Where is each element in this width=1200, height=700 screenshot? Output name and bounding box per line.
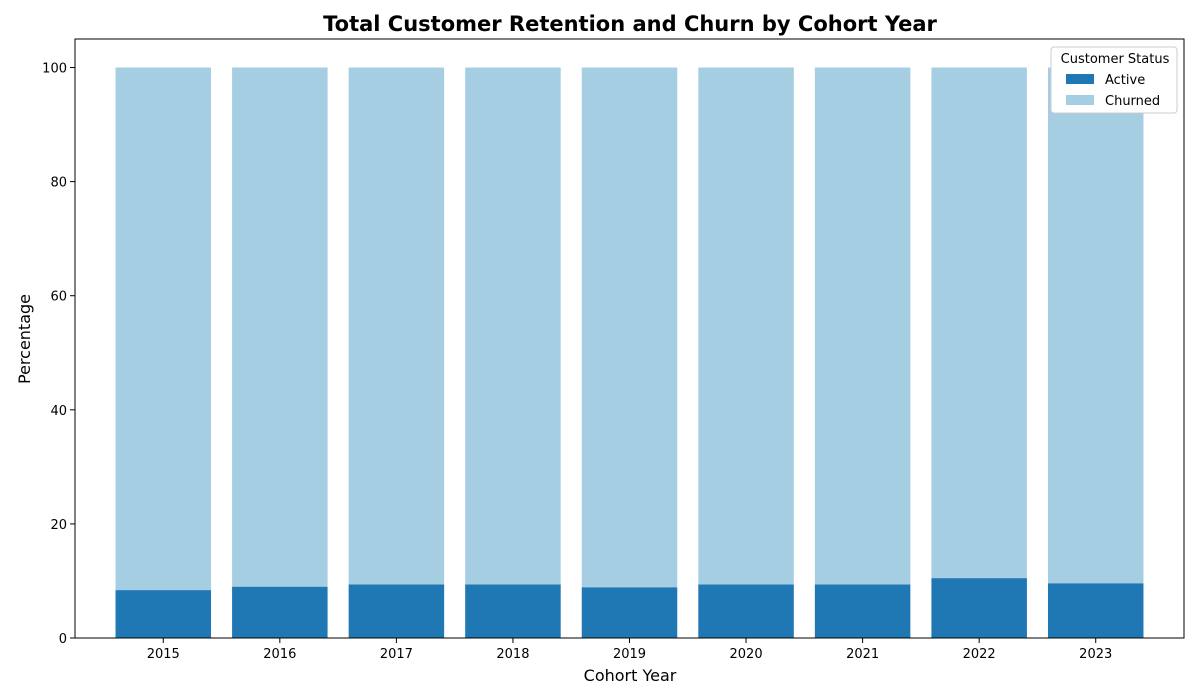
x-tick-label: 2022 [963,647,996,662]
chart-title: Total Customer Retention and Churn by Co… [323,12,937,36]
bar-churned-2016 [232,67,328,587]
bar-churned-2019 [581,67,678,588]
bar-churned-2020 [698,67,794,585]
y-axis: 0 20 40 60 80 100 [42,62,75,647]
y-tick-label: 20 [50,518,67,533]
legend: Customer Status Active Churned [1050,46,1178,114]
bar-churned-2018 [465,67,561,585]
x-tick-label: 2016 [263,647,296,662]
x-tick-label: 2017 [380,647,413,662]
bars-group [115,67,1144,638]
bar-churned-2021 [814,67,911,585]
bar-churned-2022 [931,67,1027,579]
plot-frame [74,38,1185,639]
x-tick-label: 2023 [1079,647,1112,662]
bar-active-2022 [931,578,1027,638]
bar-churned-2023 [1047,67,1144,584]
legend-label-active: Active [1105,73,1145,88]
x-axis: 2015 2016 2017 2018 2019 2020 2021 2022 2023 [147,638,1112,662]
x-tick-label: 2018 [496,647,529,662]
y-tick-label: 0 [59,632,67,647]
legend-title: Customer Status [1061,52,1170,67]
y-tick-label: 60 [50,290,67,305]
bar-churned-2015 [115,67,212,591]
bar-active-2017 [348,584,445,638]
y-axis-label: Percentage [15,294,34,384]
y-tick-label: 80 [50,176,67,191]
bar-active-2019 [581,587,678,638]
bar-active-2015 [115,590,212,638]
legend-label-churned: Churned [1105,94,1160,109]
x-tick-label: 2020 [730,647,763,662]
bar-active-2023 [1047,583,1144,638]
x-tick-label: 2021 [846,647,879,662]
bar-active-2021 [814,584,911,638]
legend-swatch-churned [1066,95,1094,105]
bar-churned-2017 [348,67,445,585]
bar-active-2018 [465,584,561,638]
bar-active-2020 [698,584,794,638]
bar-active-2016 [232,586,328,638]
x-tick-label: 2019 [613,647,646,662]
legend-swatch-active [1066,74,1094,84]
x-axis-label: Cohort Year [584,666,677,685]
y-tick-label: 40 [50,404,67,419]
x-tick-label: 2015 [147,647,180,662]
y-tick-label: 100 [42,62,67,77]
